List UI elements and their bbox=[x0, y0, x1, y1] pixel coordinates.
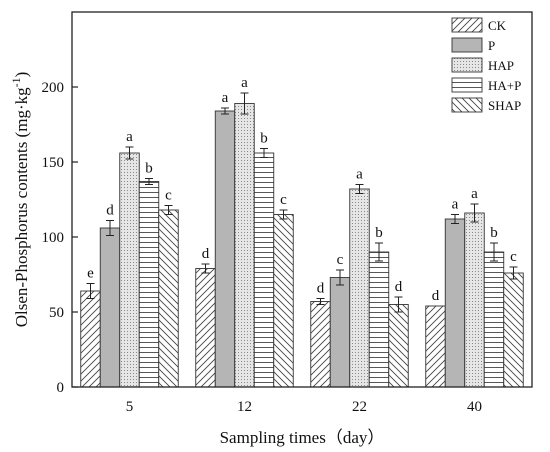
significance-label: a bbox=[471, 186, 478, 202]
y-axis-title: Olsen-Phosphorus contents (mg·kg-1) bbox=[9, 72, 31, 328]
significance-label: c bbox=[337, 252, 344, 268]
legend-swatch-HA+P bbox=[451, 77, 483, 93]
significance-label: c bbox=[510, 249, 517, 265]
bar-HA+P bbox=[483, 251, 505, 388]
significance-label: d bbox=[202, 246, 210, 262]
y-tick-label: 0 bbox=[57, 380, 65, 396]
bar-CK bbox=[310, 301, 331, 388]
y-tick-label: 50 bbox=[49, 305, 64, 321]
bar-P bbox=[214, 110, 236, 388]
x-tick-label: 5 bbox=[126, 399, 134, 415]
x-axis-title: Sampling times（day） bbox=[220, 428, 385, 447]
significance-label: c bbox=[280, 192, 287, 208]
bar-HA+P bbox=[253, 152, 275, 388]
bar-CK bbox=[425, 305, 446, 388]
y-tick-label: 150 bbox=[42, 155, 65, 171]
bar-HAP bbox=[119, 152, 140, 388]
bar-SHAP bbox=[158, 209, 179, 388]
y-axis-title-superscript: -1 bbox=[9, 77, 23, 87]
significance-label: a bbox=[356, 167, 363, 183]
significance-label: d bbox=[395, 279, 403, 295]
legend-swatch-CK bbox=[451, 17, 483, 33]
y-tick-label: 200 bbox=[42, 80, 65, 96]
significance-label: d bbox=[106, 203, 114, 219]
legend-swatch-SHAP bbox=[451, 97, 483, 113]
significance-label: d bbox=[317, 281, 325, 297]
bar-SHAP bbox=[273, 214, 294, 388]
bar-P bbox=[99, 227, 121, 388]
significance-label: e bbox=[87, 266, 94, 282]
significance-label: a bbox=[126, 129, 133, 145]
x-tick-label: 12 bbox=[237, 399, 252, 415]
legend-label-HAP: HAP bbox=[488, 58, 514, 73]
significance-label: b bbox=[375, 225, 383, 241]
legend-label-CK: CK bbox=[488, 18, 507, 33]
bar-HAP bbox=[349, 188, 370, 388]
significance-label: a bbox=[452, 197, 459, 213]
bar-P bbox=[329, 277, 351, 388]
bar-CK bbox=[80, 290, 101, 388]
bar-SHAP bbox=[388, 304, 409, 388]
y-axis-title-main: Olsen-Phosphorus contents (mg·kg bbox=[12, 87, 31, 327]
x-tick-label: 40 bbox=[467, 399, 482, 415]
legend-label-HA+P: HA+P bbox=[488, 78, 521, 93]
legend-swatch-HAP bbox=[451, 57, 483, 73]
significance-label: b bbox=[145, 161, 153, 177]
significance-label: b bbox=[260, 131, 268, 147]
bar-HAP bbox=[234, 103, 255, 388]
bar-P bbox=[444, 218, 466, 388]
legend-label-SHAP: SHAP bbox=[488, 98, 521, 113]
significance-label: c bbox=[165, 188, 172, 204]
bar-HA+P bbox=[138, 181, 160, 388]
significance-label: d bbox=[432, 288, 440, 304]
legend: CK P HAP HA+P SHAP bbox=[451, 17, 521, 113]
bar-HA+P bbox=[368, 251, 390, 388]
bar-SHAP bbox=[503, 272, 524, 388]
plot-frame bbox=[71, 11, 533, 388]
significance-label: b bbox=[490, 225, 498, 241]
legend-swatch-P bbox=[451, 37, 483, 53]
y-tick-label: 100 bbox=[42, 230, 65, 246]
x-tick-label: 22 bbox=[352, 399, 367, 415]
legend-label-P: P bbox=[488, 38, 495, 53]
significance-label: a bbox=[241, 75, 248, 91]
bar-HAP bbox=[464, 212, 485, 388]
significance-label: a bbox=[222, 90, 229, 106]
y-axis-title-close: ) bbox=[12, 72, 31, 78]
bar-CK bbox=[195, 268, 216, 388]
